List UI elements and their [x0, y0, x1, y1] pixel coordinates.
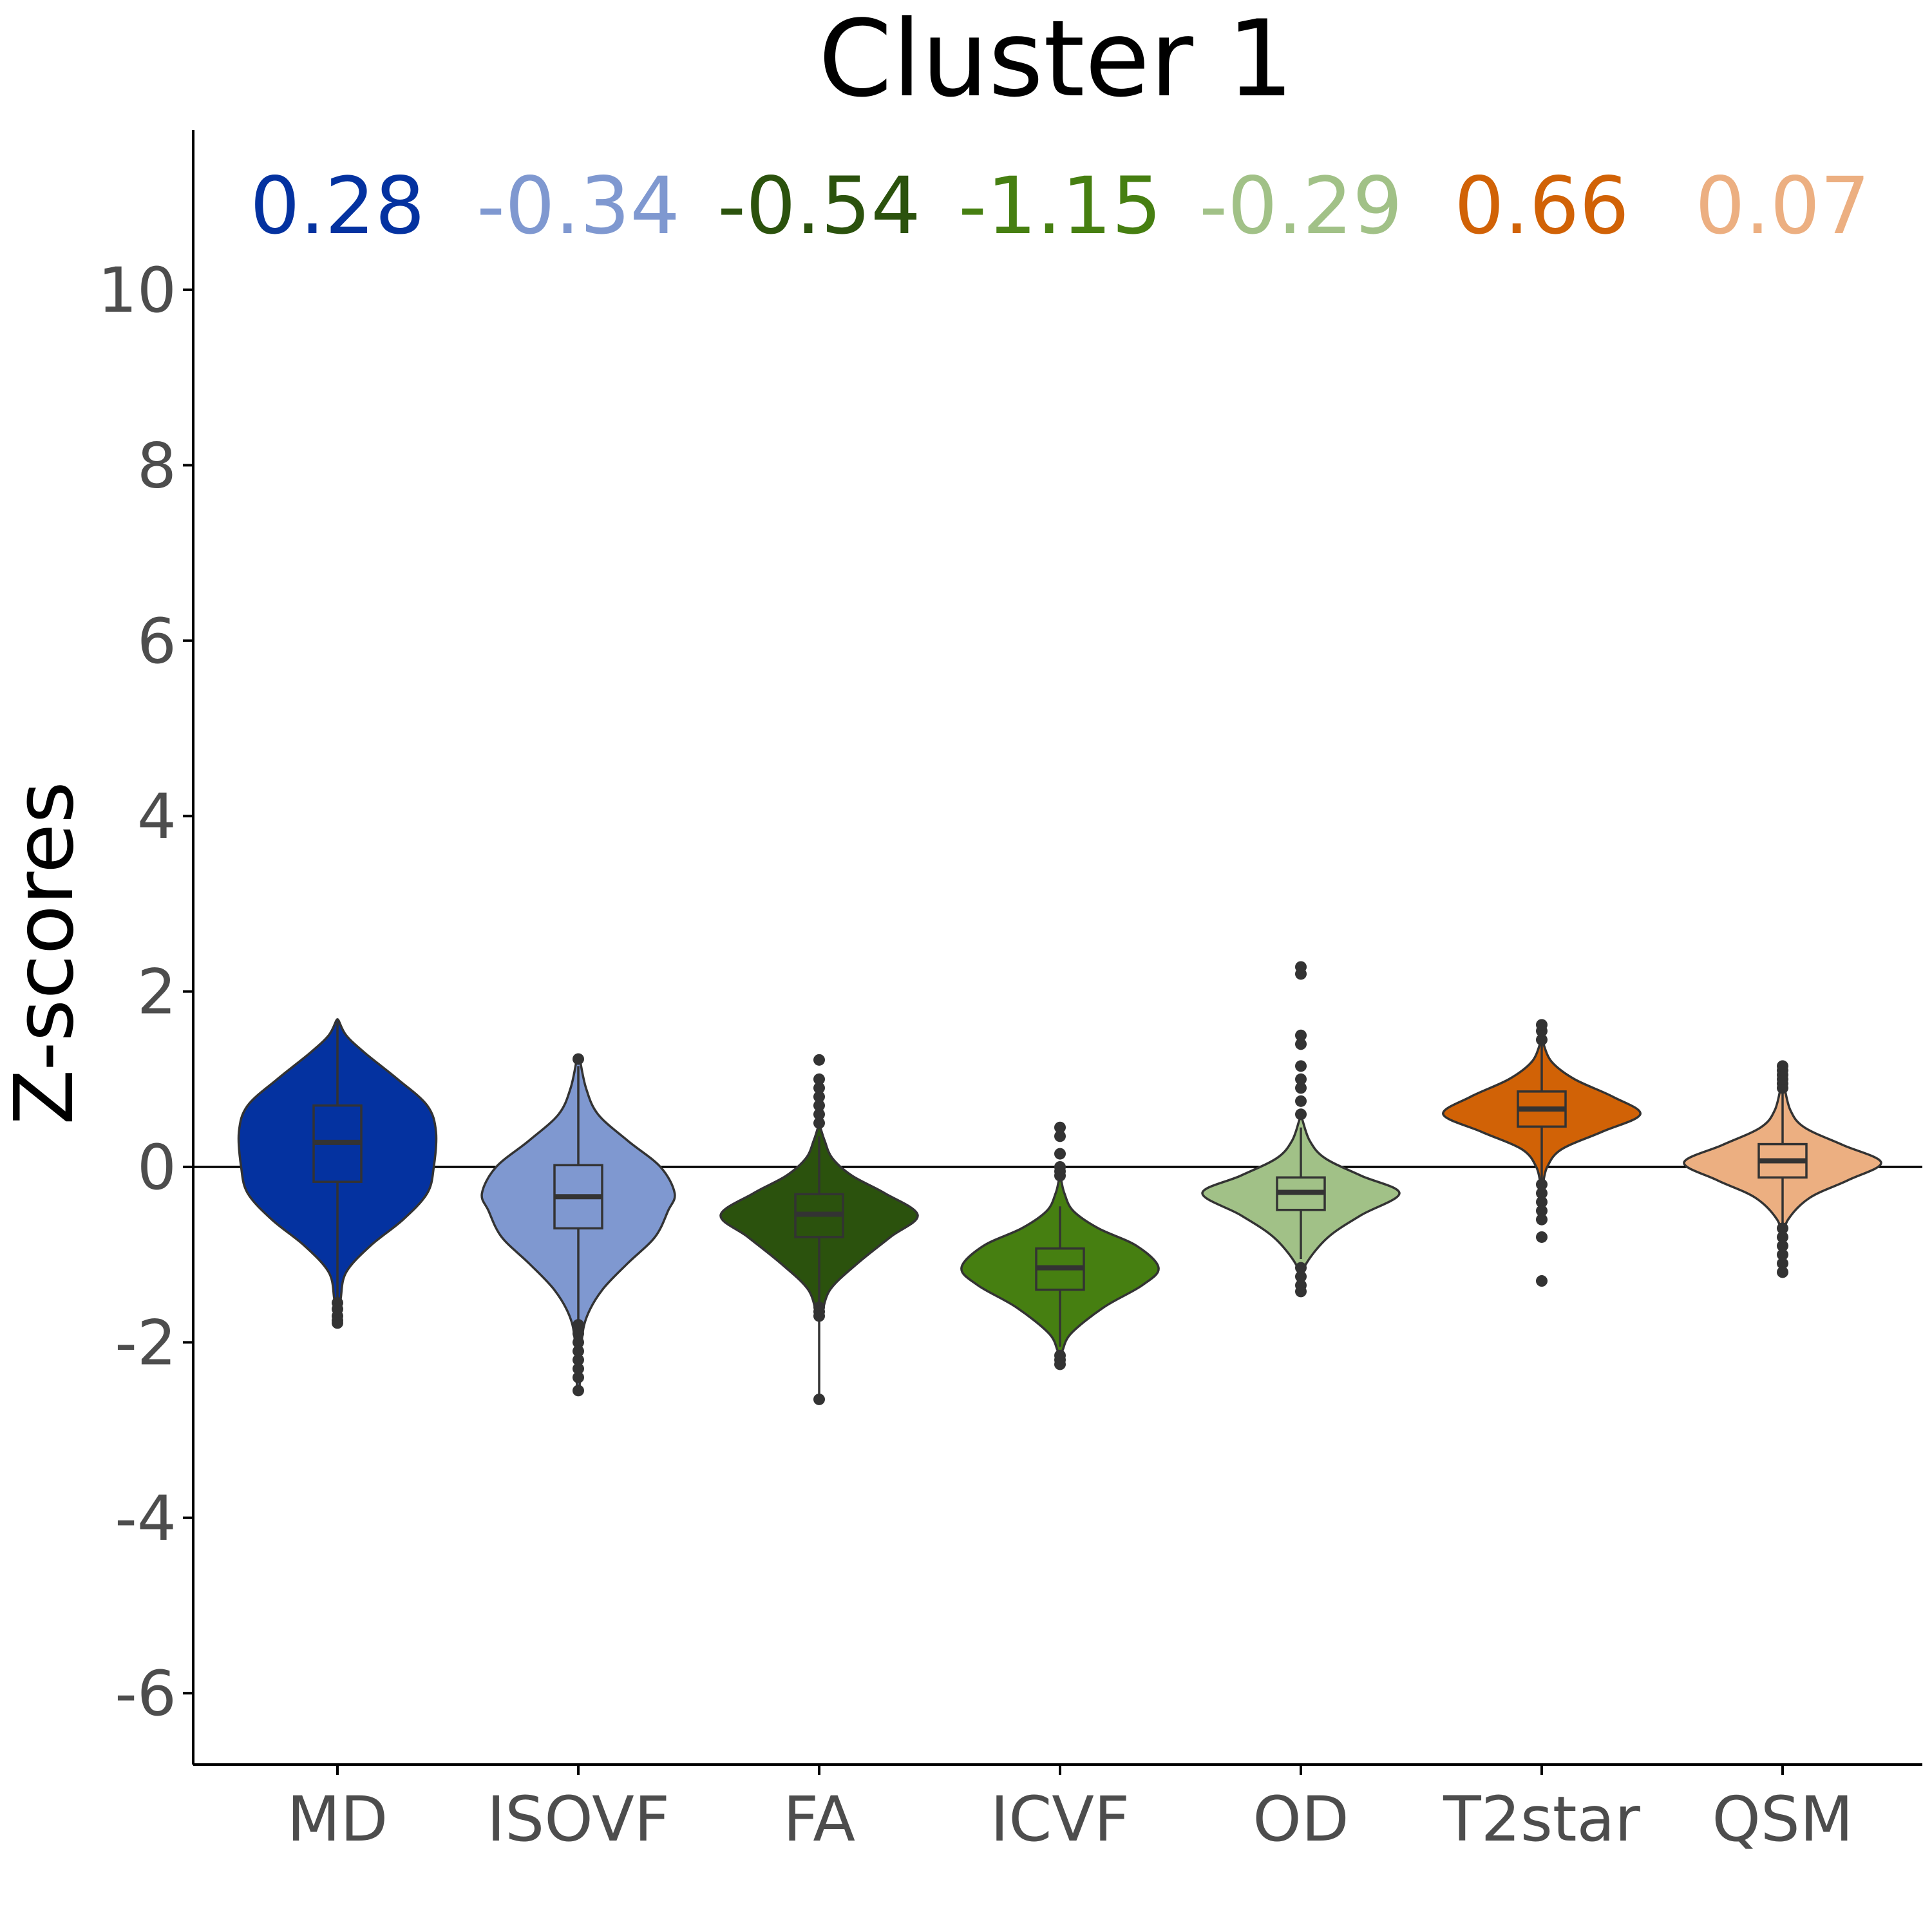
- y-tick-label: 8: [137, 430, 176, 502]
- outlier-point: [1054, 1358, 1066, 1370]
- outlier-point: [1777, 1257, 1788, 1269]
- outlier-point: [1054, 1130, 1066, 1142]
- outlier-point: [1295, 1285, 1307, 1298]
- x-tick-label: MD: [287, 1783, 388, 1855]
- outlier-point: [573, 1319, 584, 1331]
- mean-value-label: 0.28: [250, 160, 425, 252]
- plot-area: -6 -4 -2 0 2 4 6 8 10 MD 0.28 ISOVF -0.34 FA -0.54 ICVF…: [98, 160, 1922, 1855]
- outlier-point: [1054, 1161, 1066, 1173]
- outlier-point: [1777, 1222, 1788, 1235]
- violin-group-icvf: ICVF -1.15: [958, 160, 1162, 1855]
- outlier-point: [1536, 1275, 1548, 1287]
- x-tick-label: ICVF: [990, 1783, 1130, 1855]
- y-tick-label: -4: [115, 1482, 176, 1555]
- outlier-point: [573, 1327, 584, 1340]
- outlier-point: [813, 1108, 825, 1121]
- outlier-point: [573, 1345, 584, 1358]
- x-tick-label: QSM: [1712, 1783, 1853, 1855]
- outlier-point: [1295, 1073, 1307, 1085]
- outlier-point: [1536, 1179, 1548, 1191]
- y-tick-label: 2: [137, 956, 176, 1028]
- outlier-point: [573, 1354, 584, 1366]
- violin-group-od: OD -0.29: [1199, 160, 1403, 1855]
- outlier-point: [573, 1363, 584, 1375]
- outlier-point: [813, 1082, 825, 1094]
- violin-body: [237, 1018, 438, 1328]
- outlier-point: [573, 1053, 584, 1065]
- outlier-point: [1777, 1060, 1788, 1072]
- outlier-point: [573, 1371, 584, 1383]
- y-tick-label: 6: [137, 605, 176, 677]
- outlier-point: [813, 1310, 825, 1322]
- chart-title: Cluster 1: [819, 0, 1294, 120]
- outlier-point: [1295, 1095, 1307, 1107]
- outlier-point: [1777, 1249, 1788, 1261]
- outlier-point: [1536, 1231, 1548, 1243]
- mean-value-label: 0.07: [1695, 160, 1870, 252]
- mean-value-label: -1.15: [958, 160, 1162, 252]
- outlier-point: [813, 1073, 825, 1085]
- outlier-point: [332, 1317, 343, 1329]
- outlier-point: [1295, 1038, 1307, 1050]
- violin-group-t2star: T2star 0.66: [1442, 160, 1642, 1855]
- y-tick-label: -6: [115, 1658, 176, 1730]
- outlier-point: [1536, 1034, 1548, 1046]
- outlier-point: [1777, 1231, 1788, 1243]
- outlier-point: [1295, 1029, 1307, 1041]
- outlier-point: [1054, 1148, 1066, 1160]
- outlier-point: [1777, 1266, 1788, 1278]
- y-tick-label: 10: [98, 254, 176, 327]
- outlier-point: [1295, 1271, 1307, 1283]
- violin-group-fa: FA -0.54: [717, 160, 921, 1855]
- outlier-point: [1295, 1262, 1307, 1274]
- outlier-point: [1295, 961, 1307, 973]
- outlier-point: [1536, 1187, 1548, 1199]
- mean-value-label: -0.29: [1199, 160, 1403, 252]
- x-tick-label: FA: [783, 1783, 855, 1855]
- outlier-point: [1295, 1082, 1307, 1094]
- y-tick-label: 4: [137, 781, 176, 853]
- outlier-point: [1536, 1019, 1548, 1031]
- violin-group-isovf: ISOVF -0.34: [477, 160, 680, 1855]
- outlier-point: [1295, 1108, 1307, 1121]
- outlier-point: [1295, 1060, 1307, 1072]
- outlier-point: [813, 1091, 825, 1103]
- mean-value-label: -0.34: [477, 160, 680, 252]
- violin-group-md: MD 0.28: [237, 160, 438, 1855]
- outlier-point: [1536, 1196, 1548, 1208]
- x-tick-label: ISOVF: [487, 1783, 670, 1855]
- outlier-point: [1536, 1213, 1548, 1226]
- outlier-point: [813, 1117, 825, 1129]
- violin-group-qsm: QSM 0.07: [1683, 160, 1882, 1855]
- outlier-point: [1777, 1240, 1788, 1252]
- y-tick-label: 0: [137, 1132, 176, 1204]
- outlier-point: [1054, 1121, 1066, 1133]
- x-tick-label: T2star: [1443, 1783, 1640, 1855]
- outlier-point: [1536, 1205, 1548, 1217]
- outlier-point: [813, 1054, 825, 1066]
- outlier-point: [813, 1393, 825, 1405]
- mean-value-label: -0.54: [717, 160, 921, 252]
- y-tick-label: -2: [115, 1307, 176, 1379]
- x-tick-label: OD: [1253, 1783, 1349, 1855]
- y-axis-label: Z-scores: [0, 781, 91, 1125]
- outlier-point: [573, 1385, 584, 1397]
- outlier-point: [573, 1336, 584, 1349]
- mean-value-label: 0.66: [1454, 160, 1629, 252]
- outlier-point: [813, 1099, 825, 1112]
